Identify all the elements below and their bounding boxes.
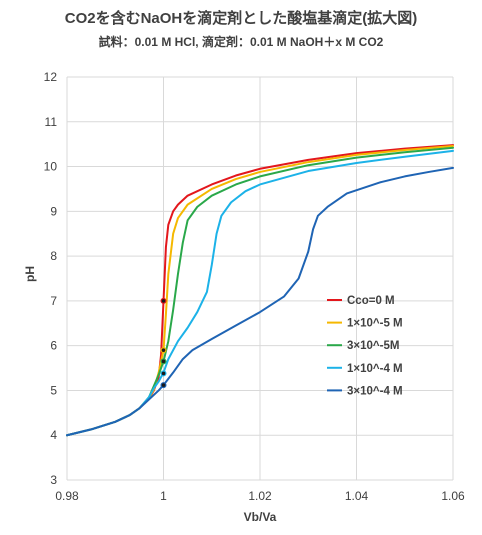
y-tick-label: 5 xyxy=(50,383,57,397)
legend-label: Cco=0 M xyxy=(347,295,395,307)
y-tick-label: 8 xyxy=(50,249,57,263)
chart-subtitle: 試料：0.01 M HCl, 滴定剤：0.01 M NaOH＋x M CO2 xyxy=(99,34,384,49)
series-line xyxy=(66,166,454,437)
y-tick-label: 4 xyxy=(50,428,57,442)
markers xyxy=(160,297,167,389)
y-tick-label: 3 xyxy=(50,473,57,487)
x-tick-label: 1.06 xyxy=(441,489,465,503)
x-axis-label: Vb/Va xyxy=(244,510,277,524)
y-tick-label: 7 xyxy=(50,294,57,308)
legend-label: 1×10^-4 M xyxy=(347,363,403,375)
chart-title: CO2を含むNaOHを滴定剤とした酸塩基滴定(拡大図) xyxy=(65,9,418,27)
legend-label: 1×10^-5 M xyxy=(347,318,403,330)
x-tick-label: 1 xyxy=(160,489,167,503)
equivalence-marker xyxy=(160,347,167,354)
legend: Cco=0 M 1×10^-5 M 3×10^-5M 1×10^-4 M 3×10^-4… xyxy=(327,295,403,397)
equivalence-marker xyxy=(160,358,167,365)
y-tick-label: 11 xyxy=(45,115,58,129)
x-tick-label: 1.02 xyxy=(248,489,272,503)
x-axis-ticks: 0.98 1 1.02 1.04 1.06 xyxy=(55,489,465,503)
legend-label: 3×10^-4 M xyxy=(347,385,403,397)
x-tick-label: 0.98 xyxy=(55,489,79,503)
grid xyxy=(66,76,454,481)
y-tick-label: 12 xyxy=(44,70,58,84)
equivalence-marker xyxy=(160,382,167,389)
y-tick-label: 10 xyxy=(44,160,58,174)
y-axis-label: pH xyxy=(23,266,37,282)
y-tick-label: 6 xyxy=(50,339,57,353)
x-tick-label: 1.04 xyxy=(345,489,369,503)
y-tick-label: 9 xyxy=(50,204,57,218)
equivalence-marker xyxy=(160,370,167,377)
legend-label: 3×10^-5M xyxy=(347,340,399,352)
y-axis-ticks: 3 4 5 6 7 8 9 10 11 12 xyxy=(44,70,58,487)
series-lines xyxy=(66,144,454,437)
equivalence-marker xyxy=(160,297,167,304)
